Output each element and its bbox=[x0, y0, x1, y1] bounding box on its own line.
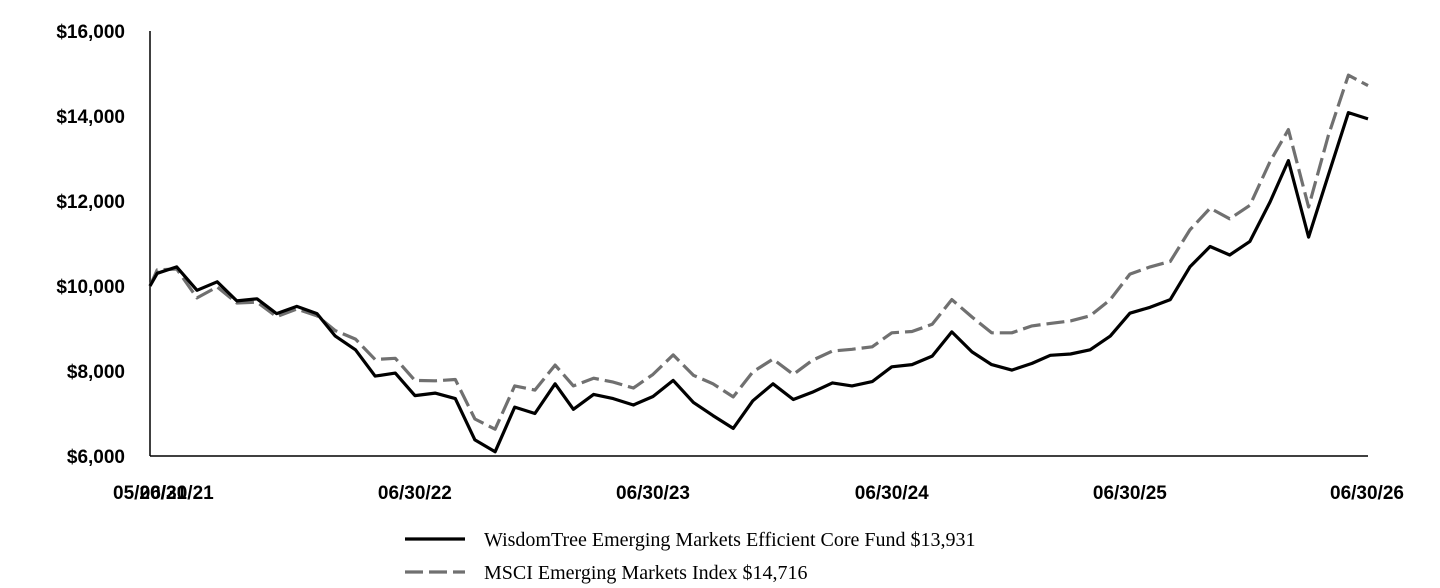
y-tick-label: $14,000 bbox=[56, 107, 125, 128]
y-axis-ticks: $6,000 $8,000 $10,000 $12,000 $14,000 $16,000 bbox=[56, 22, 125, 468]
x-tick-label: 06/30/21 bbox=[140, 483, 214, 504]
x-tick-label: 06/30/25 bbox=[1093, 483, 1167, 504]
legend-label: MSCI Emerging Markets Index $14,716 bbox=[484, 562, 808, 584]
y-tick-label: $8,000 bbox=[67, 362, 125, 383]
x-tick-label: 06/30/23 bbox=[616, 483, 690, 504]
chart-legend: WisdomTree Emerging Markets Efficient Co… bbox=[405, 529, 976, 584]
x-tick-label: 06/30/24 bbox=[855, 483, 929, 504]
y-tick-label: $16,000 bbox=[56, 22, 125, 43]
x-tick-label: 06/30/22 bbox=[378, 483, 452, 504]
x-tick-label: 06/30/26 bbox=[1330, 483, 1404, 504]
legend-label: WisdomTree Emerging Markets Efficient Co… bbox=[484, 529, 976, 551]
y-tick-label: $6,000 bbox=[67, 447, 125, 468]
x-tick-label: 05/20/21 bbox=[113, 483, 187, 504]
y-tick-label: $12,000 bbox=[56, 192, 125, 213]
y-tick-label: $10,000 bbox=[56, 277, 125, 298]
series-lines bbox=[148, 73, 1369, 454]
fund-series-line bbox=[148, 110, 1369, 454]
index-series-line bbox=[148, 73, 1369, 431]
